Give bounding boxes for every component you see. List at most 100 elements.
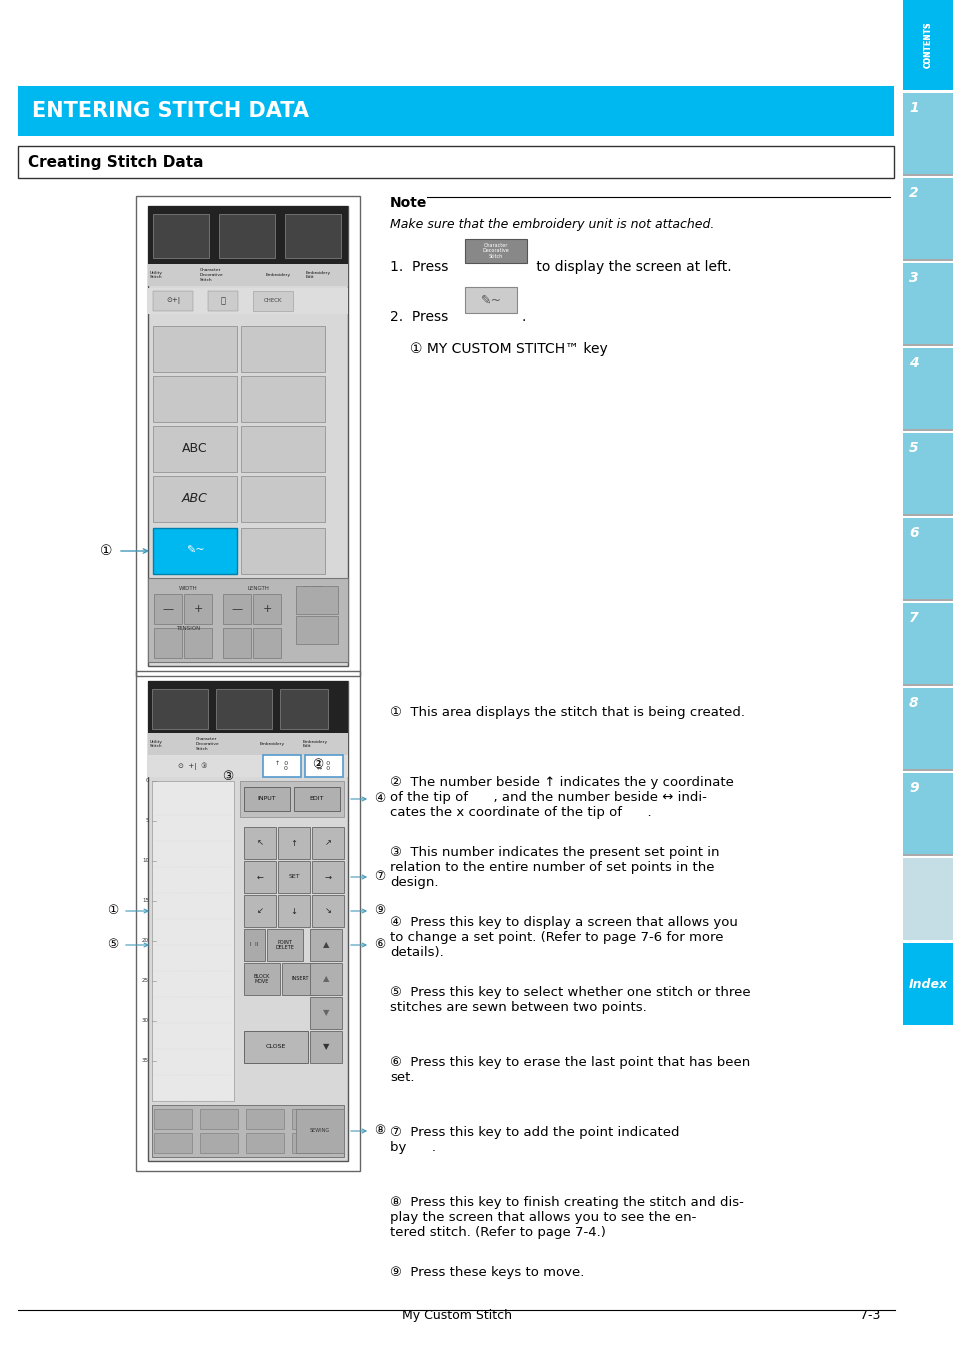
Bar bbox=[241, 476, 325, 522]
Bar bbox=[241, 425, 325, 472]
Bar bbox=[148, 264, 348, 285]
Bar bbox=[244, 1031, 308, 1063]
Text: ↙: ↙ bbox=[256, 906, 263, 915]
Text: ↕  0
↔  0: ↕ 0 ↔ 0 bbox=[317, 760, 331, 771]
Bar bbox=[902, 178, 953, 260]
Bar bbox=[280, 689, 328, 730]
Text: 3: 3 bbox=[908, 271, 918, 285]
Text: 4: 4 bbox=[908, 355, 918, 370]
Bar bbox=[902, 262, 953, 345]
Text: 20: 20 bbox=[142, 938, 149, 944]
Text: ▼: ▼ bbox=[322, 1043, 329, 1051]
Text: 6: 6 bbox=[908, 526, 918, 540]
Text: Embroidery: Embroidery bbox=[266, 273, 291, 277]
Text: —: — bbox=[162, 604, 173, 614]
Bar bbox=[152, 689, 208, 730]
Text: →: → bbox=[324, 872, 331, 882]
Bar bbox=[312, 826, 344, 859]
Bar bbox=[148, 755, 348, 777]
Text: SEWING: SEWING bbox=[310, 1128, 330, 1133]
Text: CONTENTS: CONTENTS bbox=[923, 22, 932, 69]
Text: 1.  Press: 1. Press bbox=[390, 260, 448, 275]
Text: 30: 30 bbox=[142, 1019, 149, 1023]
Text: Character
Decorative
Stitch: Character Decorative Stitch bbox=[195, 738, 219, 751]
Bar bbox=[277, 895, 310, 927]
Text: BLOCK
MOVE: BLOCK MOVE bbox=[253, 973, 270, 984]
Bar bbox=[277, 861, 310, 892]
Text: 8: 8 bbox=[908, 696, 918, 709]
Bar bbox=[241, 528, 325, 573]
Bar bbox=[152, 476, 236, 522]
Text: ABC: ABC bbox=[182, 493, 208, 506]
Text: ↘: ↘ bbox=[324, 906, 331, 915]
Bar bbox=[153, 1133, 192, 1154]
Text: 15: 15 bbox=[142, 899, 149, 903]
Bar bbox=[902, 345, 953, 346]
Bar bbox=[312, 895, 344, 927]
Bar bbox=[253, 594, 281, 625]
Bar bbox=[902, 349, 953, 429]
Text: ✎~: ✎~ bbox=[186, 546, 204, 556]
Text: +: + bbox=[193, 604, 202, 614]
Bar bbox=[902, 857, 953, 940]
Text: ⊙  +|  ③: ⊙ +| ③ bbox=[178, 762, 207, 770]
Text: ⑦: ⑦ bbox=[374, 871, 385, 883]
Text: 🔒: 🔒 bbox=[220, 296, 225, 306]
Text: 0: 0 bbox=[146, 778, 149, 783]
Bar bbox=[295, 586, 337, 614]
Text: ②  The number beside ↑ indicates the y coordinate
of the tip of      , and the n: ② The number beside ↑ indicates the y co… bbox=[390, 777, 733, 818]
Text: I  II: I II bbox=[250, 942, 258, 948]
Text: 2: 2 bbox=[908, 186, 918, 201]
Text: LENGTH: LENGTH bbox=[247, 586, 269, 591]
Bar bbox=[152, 214, 209, 258]
Bar bbox=[464, 287, 517, 314]
Bar bbox=[136, 672, 359, 1171]
Bar bbox=[246, 1109, 284, 1129]
Text: Embroidery
Edit: Embroidery Edit bbox=[306, 271, 331, 280]
Bar bbox=[902, 688, 953, 770]
Text: ↓: ↓ bbox=[291, 906, 297, 915]
Text: ↗: ↗ bbox=[324, 839, 331, 848]
Bar bbox=[902, 0, 953, 90]
Bar bbox=[292, 1133, 330, 1154]
Bar bbox=[902, 773, 953, 855]
Text: 5: 5 bbox=[146, 818, 149, 824]
Text: CONTENTS: CONTENTS bbox=[923, 22, 932, 69]
Bar bbox=[902, 433, 953, 516]
Bar bbox=[246, 1133, 284, 1154]
Text: ABC: ABC bbox=[182, 443, 208, 455]
Bar bbox=[902, 599, 953, 602]
Text: 10: 10 bbox=[142, 859, 149, 864]
Text: ①  This area displays the stitch that is being created.: ① This area displays the stitch that is … bbox=[390, 707, 744, 719]
Bar bbox=[244, 962, 280, 995]
Bar bbox=[902, 603, 953, 685]
Bar bbox=[241, 376, 325, 423]
Bar bbox=[902, 93, 953, 175]
Text: INSERT: INSERT bbox=[291, 976, 309, 981]
Text: Embroidery: Embroidery bbox=[260, 742, 285, 746]
Bar bbox=[215, 689, 272, 730]
Text: 5: 5 bbox=[908, 441, 918, 455]
Bar bbox=[148, 288, 348, 314]
Bar bbox=[244, 787, 290, 812]
Text: ←: ← bbox=[256, 872, 263, 882]
Text: ▼: ▼ bbox=[322, 1008, 329, 1018]
Text: Make sure that the embroidery unit is not attached.: Make sure that the embroidery unit is no… bbox=[390, 218, 714, 232]
Bar bbox=[267, 929, 303, 961]
Text: 7: 7 bbox=[908, 611, 918, 625]
Bar bbox=[219, 214, 274, 258]
Text: 25: 25 bbox=[142, 979, 149, 984]
Bar bbox=[148, 577, 348, 662]
Text: DELETE: DELETE bbox=[302, 586, 323, 591]
Bar bbox=[310, 929, 341, 961]
Text: ⑧  Press this key to finish creating the stitch and dis-
play the screen that al: ⑧ Press this key to finish creating the … bbox=[390, 1197, 743, 1240]
Text: Note: Note bbox=[390, 197, 427, 210]
Bar bbox=[153, 629, 182, 658]
Bar bbox=[152, 326, 236, 371]
Bar bbox=[153, 1109, 192, 1129]
Bar bbox=[902, 514, 953, 516]
Text: 1: 1 bbox=[908, 101, 918, 114]
Bar bbox=[295, 1109, 344, 1154]
Text: ①: ① bbox=[108, 905, 118, 918]
Bar bbox=[148, 206, 348, 666]
